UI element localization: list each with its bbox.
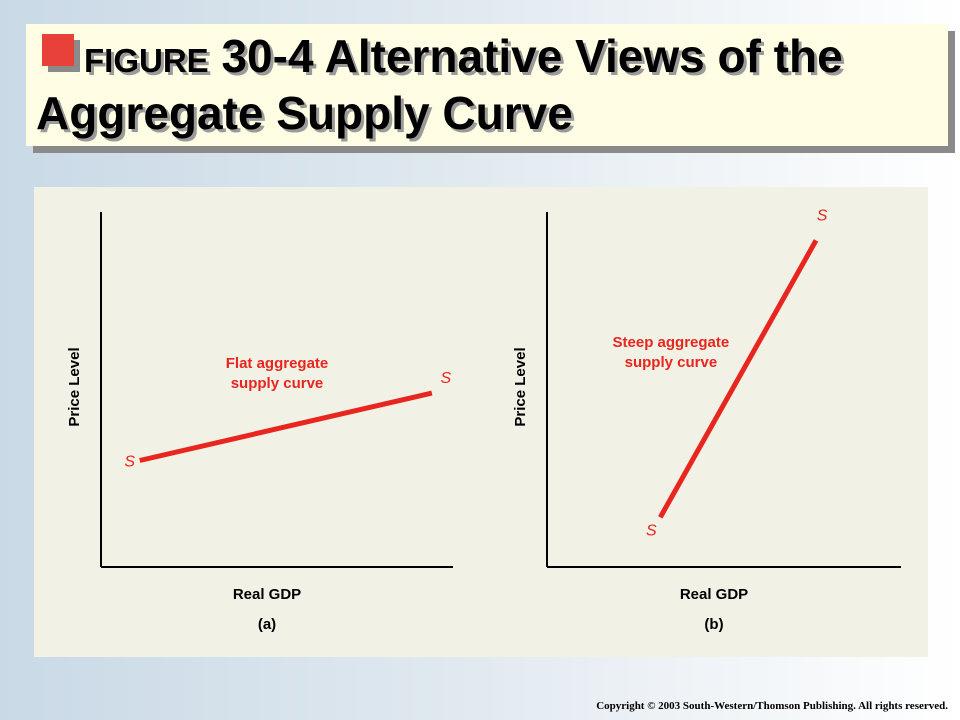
- x-axis-label-1: Real GDP: [680, 586, 748, 603]
- curve-start-label-0: S: [124, 454, 135, 471]
- x-axis-label-0: Real GDP: [233, 586, 301, 603]
- curve-start-label-1: S: [646, 522, 657, 539]
- curve-annotation-line-0-1: supply curve: [231, 375, 324, 392]
- chart-panel: Real GDP Price Level (a) S S Flat aggregate su…: [34, 187, 928, 657]
- y-axis-label-1: Price Level: [512, 347, 529, 426]
- title-bullet-icon: [42, 34, 74, 66]
- panel-label-0: (a): [258, 616, 276, 633]
- title-figure-word: FIGURE: [84, 42, 209, 79]
- y-axis-label-0: Price Level: [66, 347, 83, 426]
- curve-annotation-line-0-0: Flat aggregate: [226, 355, 329, 372]
- curve-end-label-1: S: [817, 207, 828, 224]
- copyright-notice: Copyright © 2003 South-Western/Thomson P…: [596, 700, 948, 712]
- chart-figure: Real GDP Price Level (a) S S Flat aggregate su…: [66, 207, 901, 633]
- curve-end-label-0: S: [441, 370, 452, 387]
- supply-curve-1: [658, 239, 819, 519]
- supply-curve-0: [139, 390, 433, 463]
- curve-annotation-line-1-0: Steep aggregate: [613, 334, 730, 351]
- page-title: FIGURE 30-4 Alternative Views of the Agg…: [36, 30, 936, 139]
- curve-annotation-line-1-1: supply curve: [625, 354, 718, 371]
- title-main-text: 30-4 Alternative Views of the Aggregate …: [36, 30, 843, 139]
- panel-label-1: (b): [704, 616, 723, 633]
- title-box: [26, 24, 948, 146]
